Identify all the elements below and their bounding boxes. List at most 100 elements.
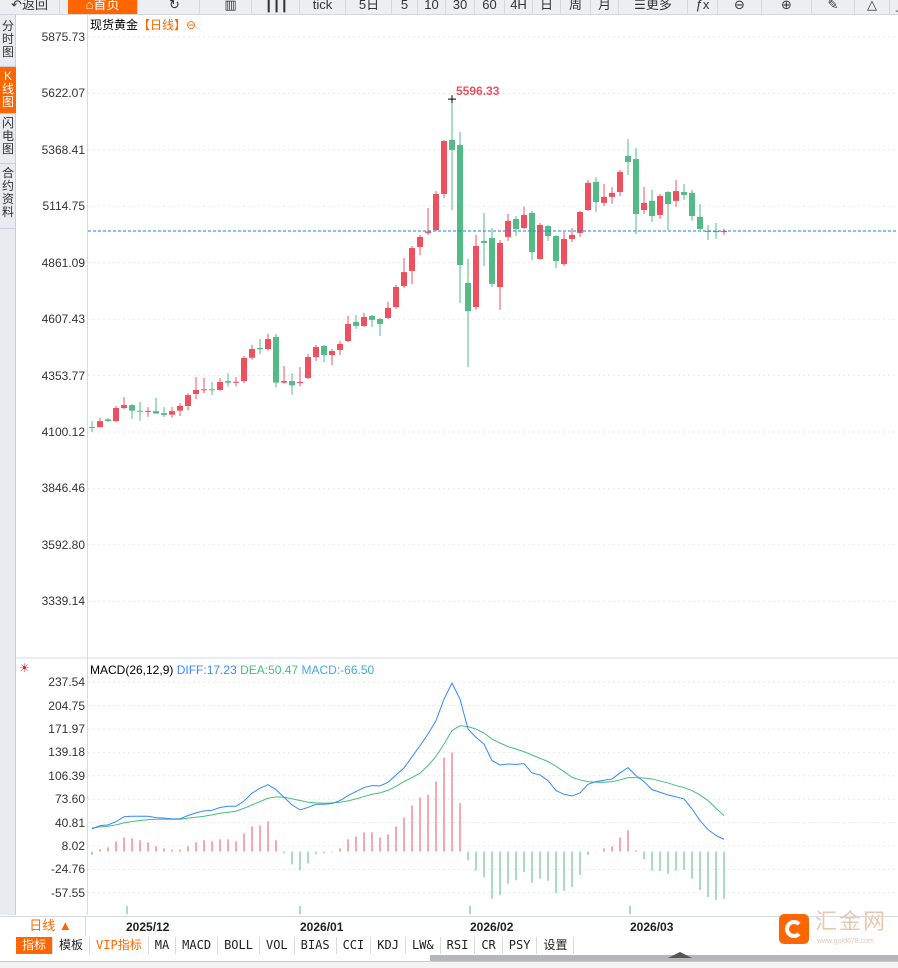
period-select-button[interactable]: 日线 ▲ <box>16 916 86 936</box>
candle-body <box>153 411 159 414</box>
logo: 汇金网 www.gold678.com <box>779 910 895 950</box>
candle-body <box>561 238 567 265</box>
candle-body <box>433 193 439 231</box>
candle-body <box>129 405 135 411</box>
zoom-out-icon[interactable]: ⊖ <box>718 0 762 14</box>
candle-body <box>601 196 607 203</box>
tick-button[interactable]: tick <box>300 0 346 14</box>
date-label: 2026/02 <box>470 920 514 934</box>
candle-body <box>337 343 343 350</box>
candle-body <box>233 381 239 383</box>
price-axis-label: 3846.46 <box>41 481 85 496</box>
indicator-tab[interactable]: BIAS <box>295 937 337 954</box>
sidebar: 分时图 K线图 闪电图 合约资料 <box>0 15 16 915</box>
30min-button[interactable]: 30 <box>446 0 475 14</box>
candle-body <box>353 321 359 326</box>
10min-button[interactable]: 10 <box>418 0 446 14</box>
candle-body <box>281 381 287 383</box>
back-button[interactable]: ↶返回 <box>0 0 60 14</box>
candle-body <box>457 145 463 265</box>
date-label: 2026/01 <box>300 920 344 934</box>
indicator-tab[interactable]: 模板 <box>53 937 91 954</box>
collapse-icon[interactable]: ⊖ <box>186 18 197 32</box>
5day-button[interactable]: 5日 <box>347 0 392 14</box>
day-button[interactable]: 日 <box>533 0 561 14</box>
chart-title: 现货黄金【日线】⊖ <box>90 18 196 32</box>
candle-body <box>225 381 231 383</box>
candle-body <box>521 214 527 229</box>
candle-body <box>593 181 599 203</box>
indicator-tab[interactable]: MA <box>149 937 177 954</box>
horizontal-scrollbar[interactable] <box>430 952 898 961</box>
candle-body <box>585 182 591 211</box>
indicator-tab[interactable]: LW& <box>406 937 441 954</box>
indicator-tab[interactable]: VIP指标 <box>90 937 149 954</box>
indicator-tab[interactable]: PSY <box>503 937 538 954</box>
more-button[interactable]: ☰更多 <box>619 0 688 14</box>
candle-chart-icon[interactable]: ┃┃┃ <box>254 0 300 14</box>
indicator-tab[interactable]: KDJ <box>371 937 406 954</box>
settings-sun-icon[interactable]: ☀ <box>19 661 30 675</box>
y-axis-line <box>87 15 88 915</box>
candle-body <box>449 139 455 150</box>
candle-body <box>265 339 271 350</box>
price-axis-label: 5114.75 <box>42 199 86 214</box>
diff-line <box>91 681 725 840</box>
sidebar-tab-kline[interactable]: K线图 <box>0 67 16 114</box>
candle-body <box>177 406 183 411</box>
candle-body <box>257 347 263 350</box>
indicator-tab[interactable]: CCI <box>337 937 372 954</box>
zoom-in-icon[interactable]: ⊕ <box>762 0 812 14</box>
macd-title: MACD(26,12,9) <box>90 663 174 677</box>
formula-icon[interactable]: ƒx <box>688 0 718 14</box>
sidebar-tab-flash[interactable]: 闪电图 <box>0 114 16 164</box>
indicator-tab[interactable]: VOL <box>260 937 295 954</box>
candle-body <box>417 236 423 247</box>
max-marker-icon <box>448 95 456 104</box>
candle-body <box>553 236 559 261</box>
macd-axis-label: 171.97 <box>48 722 85 737</box>
scroll-arrow-icon[interactable] <box>668 952 692 958</box>
indicator-tab[interactable]: 设置 <box>537 937 575 954</box>
5min-button[interactable]: 5 <box>392 0 418 14</box>
candle-body <box>169 411 175 415</box>
sidebar-tab-timeshare[interactable]: 分时图 <box>0 17 16 67</box>
candle-body <box>321 345 327 356</box>
candle-body <box>489 238 495 284</box>
macd-value: MACD:-66.50 <box>301 663 375 677</box>
candle-body <box>617 171 623 192</box>
candle-body <box>633 159 639 215</box>
macd-axis-label: 106.39 <box>48 768 85 783</box>
sidebar-tab-contract-info[interactable]: 合约资料 <box>0 164 16 229</box>
bar-chart-icon[interactable]: ▥ <box>210 0 252 14</box>
candle-body <box>377 319 383 324</box>
60min-button[interactable]: 60 <box>475 0 505 14</box>
price-axis-label: 3592.80 <box>41 537 85 552</box>
macd-axis-label: -24.76 <box>50 862 85 877</box>
candle-body <box>121 405 127 409</box>
indicator-tab[interactable]: RSI <box>441 937 476 954</box>
candle-body <box>185 395 191 407</box>
indicator-tab[interactable]: 指标 <box>16 937 54 954</box>
refresh-icon[interactable]: ↻ <box>150 0 200 14</box>
pen-icon[interactable]: ✎ <box>812 0 855 14</box>
month-button[interactable]: 月 <box>591 0 619 14</box>
macd-axis-label: 139.18 <box>48 745 85 760</box>
candle-body <box>289 381 295 386</box>
week-button[interactable]: 周 <box>561 0 591 14</box>
date-label: 2026/03 <box>630 920 674 934</box>
candle-body <box>313 347 319 358</box>
indicator-tab[interactable]: BOLL <box>218 937 260 954</box>
indicator-tab[interactable]: CR <box>475 937 503 954</box>
home-button[interactable]: ⌂首页 <box>68 0 138 14</box>
line-icon[interactable]: _ <box>890 0 898 14</box>
candle-body <box>241 357 247 382</box>
candle-body <box>201 389 207 391</box>
indicator-tab[interactable]: MACD <box>176 937 219 954</box>
candle-body <box>665 191 671 205</box>
triangle-icon[interactable]: △ <box>855 0 890 14</box>
4h-button[interactable]: 4H <box>505 0 533 14</box>
candle-body <box>113 408 119 422</box>
